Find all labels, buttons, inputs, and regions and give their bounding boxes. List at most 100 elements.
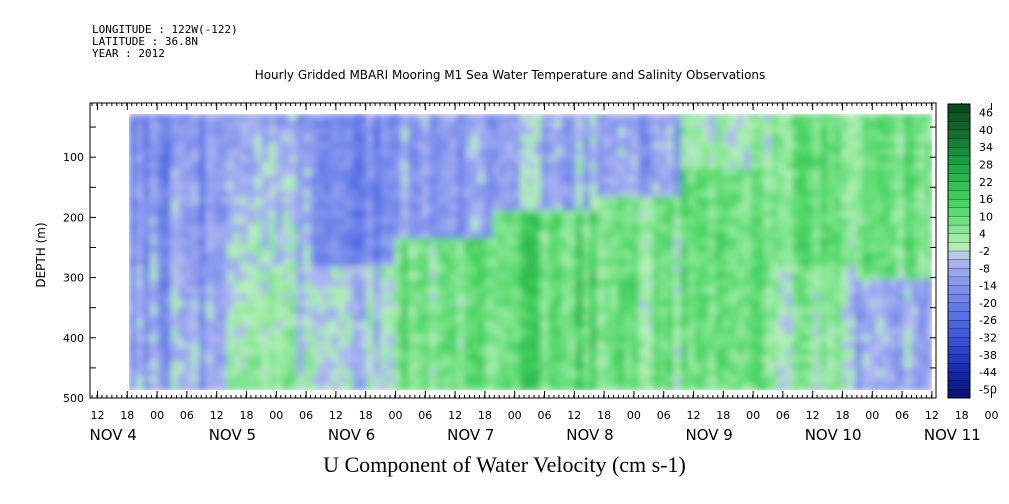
x-tick-label: 18 — [716, 409, 730, 422]
colorbar-bin — [947, 233, 971, 243]
y-tick-label: 400 — [63, 332, 84, 345]
colorbar-bin — [947, 121, 971, 131]
x-day-label: NOV 10 — [805, 426, 862, 444]
colorbar-label: 4 — [979, 228, 986, 241]
x-tick-label: 00 — [627, 409, 641, 422]
x-axis-label: U Component of Water Velocity (cm s-1) — [323, 452, 686, 477]
x-tick-label: 18 — [240, 409, 254, 422]
colorbar-bin — [947, 363, 971, 373]
colorbar-bin — [947, 337, 971, 347]
colorbar-label: -14 — [979, 280, 997, 293]
x-day-label: NOV 6 — [328, 426, 375, 444]
colorbar-bin — [947, 285, 971, 295]
x-tick-label: 06 — [538, 409, 552, 422]
colorbar-label: 46 — [979, 107, 993, 120]
colorbar-label: -20 — [979, 297, 997, 310]
x-tick-label: 00 — [269, 409, 283, 422]
x-tick-label: 18 — [955, 409, 969, 422]
colorbar-label: -26 — [979, 314, 997, 327]
x-tick-label: 12 — [567, 409, 581, 422]
x-tick-label: 06 — [180, 409, 194, 422]
colorbar-bin — [947, 380, 971, 390]
longitude-label: LONGITUDE : 122W(-122) — [92, 23, 238, 36]
x-day-label: NOV 7 — [447, 426, 494, 444]
colorbar-label: 22 — [979, 176, 993, 189]
colorbar-bin — [947, 224, 971, 235]
plot-frame — [89, 102, 937, 399]
colorbar-bin — [947, 112, 971, 122]
x-tick-label: 06 — [299, 409, 313, 422]
x-day-label: NOV 11 — [924, 426, 981, 444]
x-tick-label: 00 — [746, 409, 760, 422]
x-tick-label: 12 — [687, 409, 701, 422]
y-axis: 100 200 300 400 500 — [63, 126, 936, 405]
colorbar-bin — [947, 190, 971, 200]
colorbar-bin — [947, 389, 971, 399]
y-tick-label: 300 — [63, 272, 84, 285]
colorbar-bin — [947, 103, 971, 114]
colorbar-bin — [947, 155, 971, 165]
x-tick-label: 00 — [865, 409, 879, 422]
colorbar-bin — [947, 147, 971, 157]
colorbar-label: 16 — [979, 193, 993, 206]
x-tick-label: 12 — [448, 409, 462, 422]
colorbar-bin — [947, 138, 971, 148]
y-axis-label: DEPTH (m) — [34, 222, 48, 287]
colorbar-bin — [947, 371, 971, 382]
colorbar-bin — [947, 216, 971, 226]
colorbar-label: -8 — [979, 262, 990, 275]
x-day-label: NOV 4 — [90, 426, 137, 444]
colorbar-bin — [947, 242, 971, 252]
year-label: YEAR : 2012 — [92, 47, 165, 60]
x-tick-label: 00 — [389, 409, 403, 422]
colorbar-bin — [947, 207, 971, 217]
x-tick-label: 12 — [806, 409, 820, 422]
colorbar-bin — [947, 276, 971, 287]
colorbar-label: 10 — [979, 210, 993, 223]
colorbar: 46 40 34 28 22 16 10 4 -2 -8 -14 -20 -26 -32 -38 -44 -50 — [947, 103, 997, 399]
colorbar-bin — [947, 259, 971, 269]
colorbar-label: 28 — [979, 159, 993, 172]
colorbar-bin — [947, 181, 971, 191]
x-tick-label: 12 — [91, 409, 105, 422]
x-tick-label: 18 — [597, 409, 611, 422]
chart-title: Hourly Gridded MBARI Mooring M1 Sea Wate… — [254, 68, 766, 82]
colorbar-bin — [947, 302, 971, 312]
x-tick-label: 00 — [508, 409, 522, 422]
x-tick-label: 00 — [150, 409, 164, 422]
colorbar-label: 34 — [979, 141, 993, 154]
latitude-label: LATITUDE : 36.8N — [92, 35, 198, 48]
colorbar-bin — [947, 129, 971, 140]
colorbar-label: -38 — [979, 349, 997, 362]
x-tick-label: 18 — [836, 409, 850, 422]
colorbar-bin — [947, 354, 971, 364]
colorbar-label: -44 — [979, 366, 997, 379]
x-tick-label: 12 — [329, 409, 343, 422]
x-axis: 12 18 00 06 12 18 00 06 12 18 00 06 12 18 00 06 12 18 00 06… — [90, 103, 999, 444]
colorbar-bin — [947, 328, 971, 338]
x-tick-label: 18 — [478, 409, 492, 422]
colorbar-label: -50 — [979, 383, 997, 396]
colorbar-bin — [947, 268, 971, 278]
colorbar-bin — [947, 198, 971, 209]
y-tick-label: 200 — [63, 211, 84, 224]
x-tick-label: 06 — [418, 409, 432, 422]
colorbar-label: -2 — [979, 245, 990, 258]
x-tick-label: 06 — [657, 409, 671, 422]
x-tick-label: 18 — [120, 409, 134, 422]
colorbar-label: -32 — [979, 331, 997, 344]
x-tick-label: 12 — [925, 409, 939, 422]
x-tick-label: 12 — [210, 409, 224, 422]
colorbar-bin — [947, 345, 971, 356]
colorbar-label: 40 — [979, 124, 993, 137]
x-tick-label: 06 — [895, 409, 909, 422]
x-day-label: NOV 8 — [566, 426, 613, 444]
colorbar-bin — [947, 173, 971, 183]
colorbar-bin — [947, 164, 971, 174]
colorbar-bin — [947, 311, 971, 321]
colorbar-bin — [947, 250, 971, 261]
x-day-label: NOV 5 — [209, 426, 256, 444]
y-tick-label: 500 — [63, 392, 84, 405]
x-tick-label: 06 — [776, 409, 790, 422]
